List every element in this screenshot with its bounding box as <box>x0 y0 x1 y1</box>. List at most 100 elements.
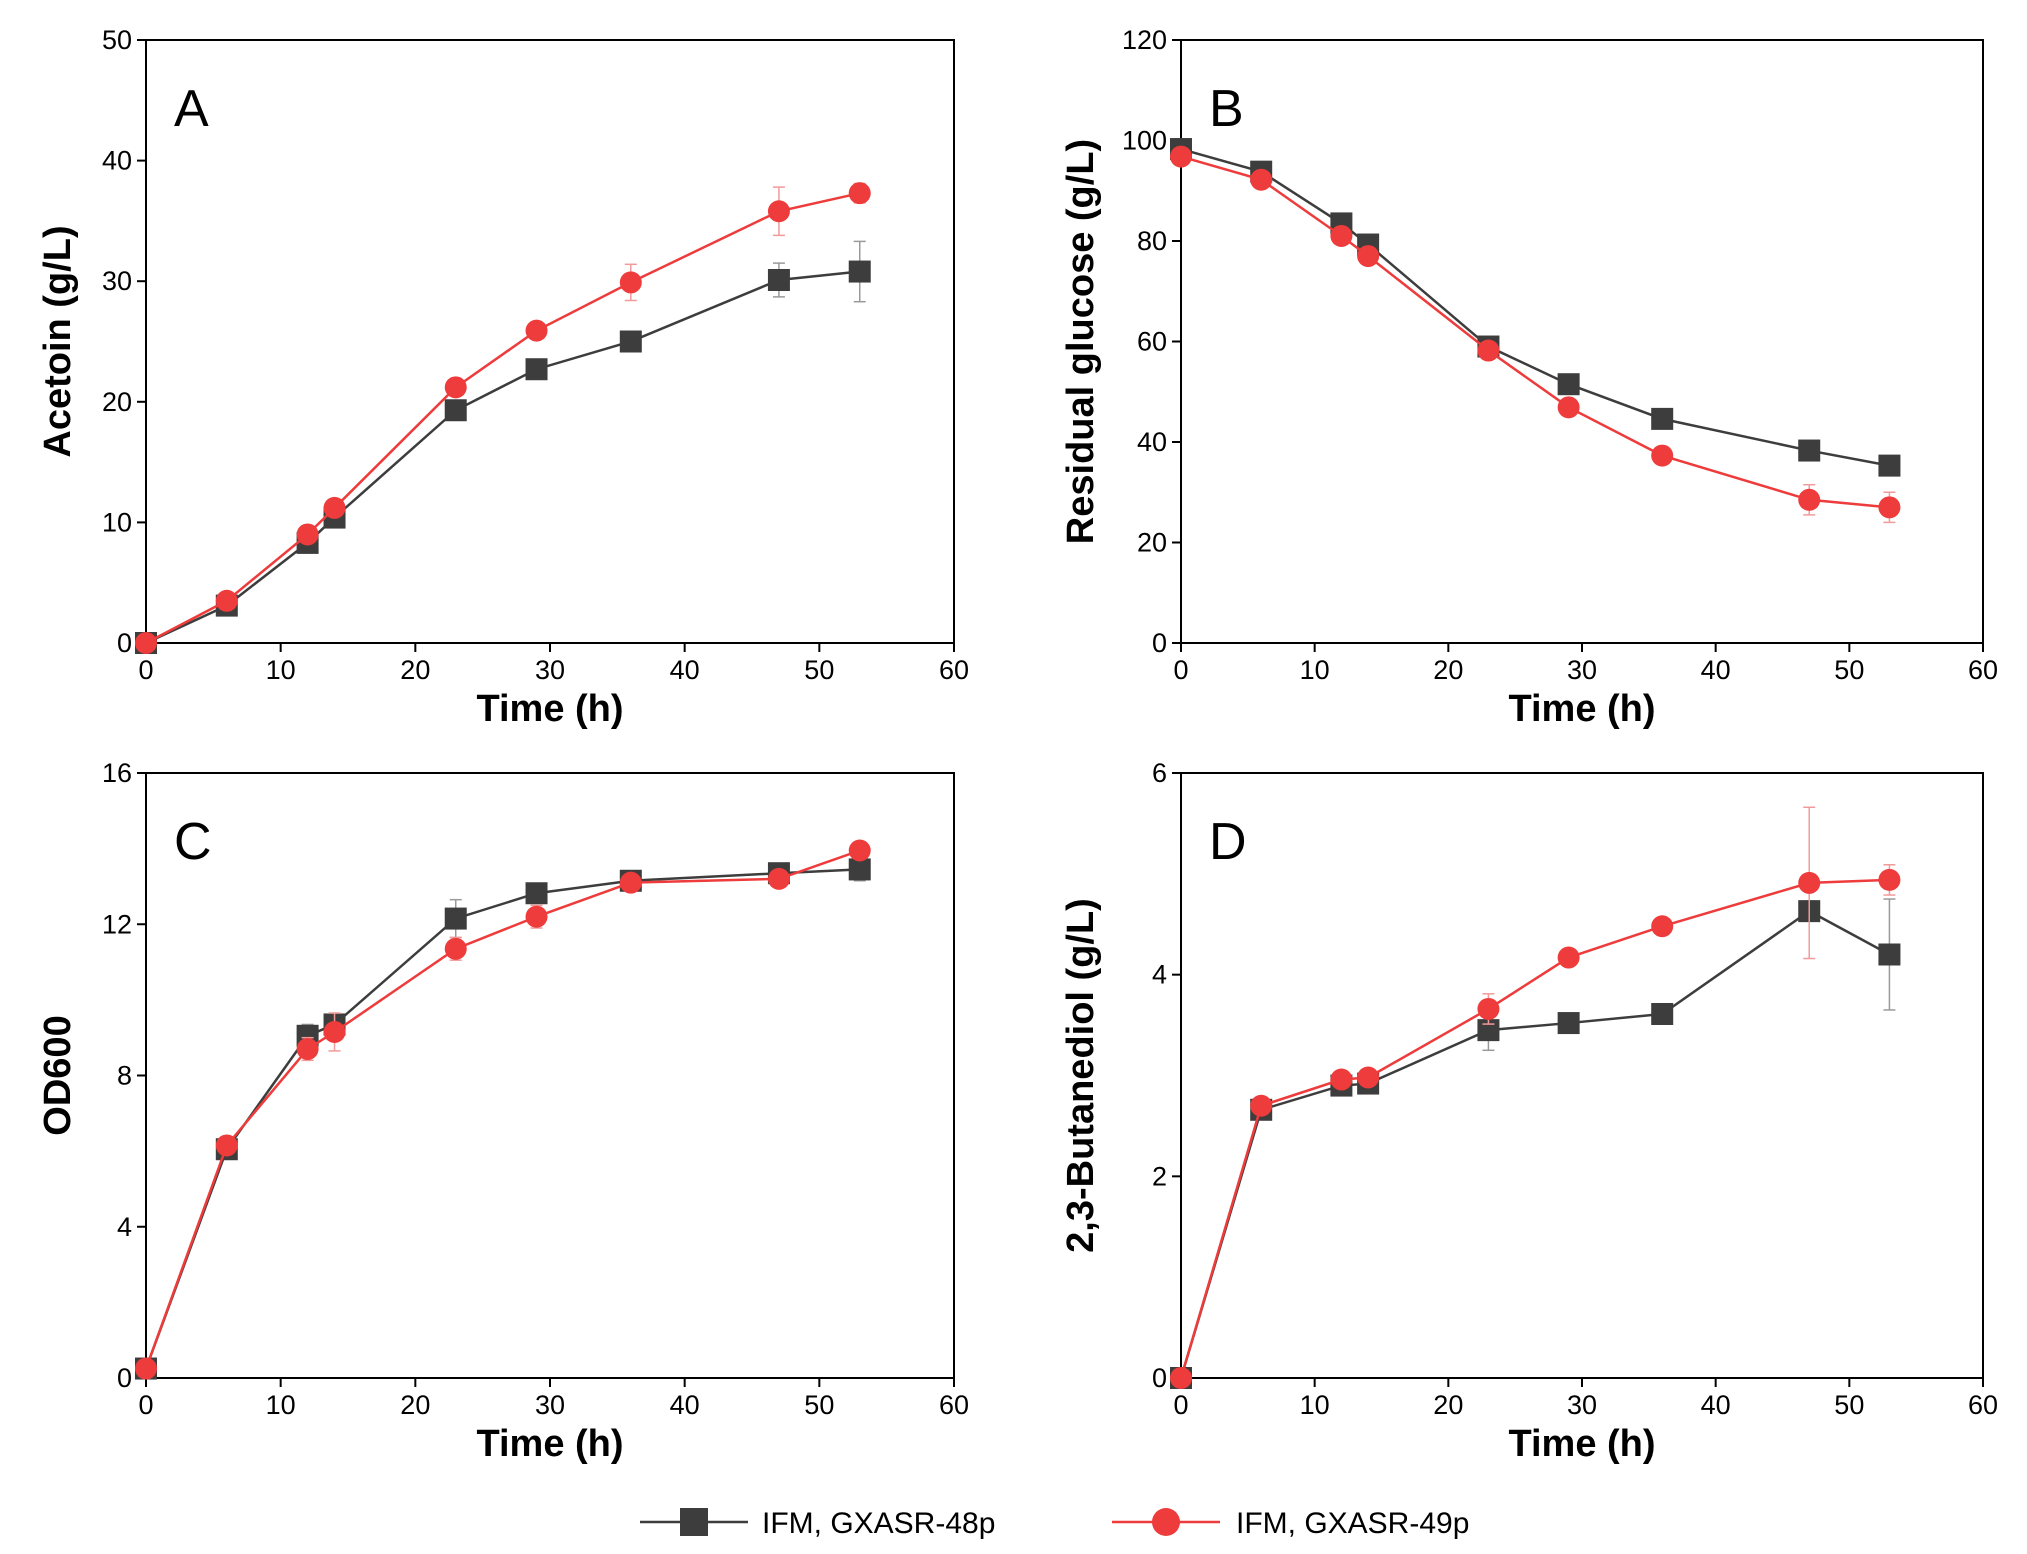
data-point-circle <box>1477 997 1500 1020</box>
legend-marker-circle <box>1152 1508 1180 1536</box>
x-tick-label: 10 <box>1300 655 1330 685</box>
data-point-square <box>444 399 467 422</box>
plot-frame <box>1180 772 1984 1379</box>
series-1 <box>135 857 871 1380</box>
y-tick-label: 50 <box>102 25 132 55</box>
data-point-square <box>848 858 871 881</box>
data-point-square <box>1878 943 1901 966</box>
panel-letter: A <box>174 80 209 138</box>
data-point-square <box>444 907 467 930</box>
y-tick-label: 20 <box>1137 528 1167 558</box>
x-axis-title: Time (h) <box>476 688 623 730</box>
y-tick-label: 80 <box>1137 226 1167 256</box>
x-tick-label: 40 <box>670 1390 700 1420</box>
data-point-square <box>525 358 548 381</box>
data-point-circle <box>1170 1367 1192 1389</box>
panel-letter: C <box>174 813 212 871</box>
data-point-circle <box>1651 915 1674 938</box>
data-point-circle <box>1557 946 1580 969</box>
y-tick-label: 0 <box>117 1363 132 1393</box>
series-line <box>144 868 860 1369</box>
x-tick-label: 20 <box>400 655 430 685</box>
x-tick-label: 0 <box>138 1390 153 1420</box>
x-tick-label: 30 <box>535 655 565 685</box>
data-point-circle <box>1651 444 1674 467</box>
x-tick-label: 60 <box>1968 655 1998 685</box>
data-point-square <box>525 882 548 905</box>
data-point-circle <box>525 319 548 342</box>
x-tick-label: 40 <box>670 655 700 685</box>
y-tick-label: 0 <box>1152 628 1167 658</box>
y-tick-label: 12 <box>102 909 132 939</box>
data-point-circle <box>619 871 642 894</box>
data-point-square <box>848 260 871 283</box>
plot-frame <box>145 39 955 644</box>
data-point-circle <box>767 200 790 223</box>
panel-letter: D <box>1209 813 1247 871</box>
series-line <box>145 270 860 645</box>
y-tick-label: 10 <box>102 507 132 537</box>
data-point-circle <box>848 839 871 862</box>
data-point-circle <box>1250 1094 1273 1117</box>
y-tick-label: 4 <box>1152 960 1167 990</box>
x-tick-label: 60 <box>939 655 969 685</box>
data-point-square <box>1651 407 1674 430</box>
y-tick-label: 60 <box>1137 327 1167 357</box>
series-2 <box>1170 145 1901 524</box>
series-1 <box>1170 138 1901 477</box>
x-axis-title: Time (h) <box>476 1423 623 1465</box>
x-tick-label: 40 <box>1701 1390 1731 1420</box>
data-point-square <box>1878 454 1901 477</box>
data-point-square <box>1798 439 1821 462</box>
x-tick-label: 50 <box>1834 1390 1864 1420</box>
y-tick-label: 20 <box>102 387 132 417</box>
data-point-circle <box>848 182 871 205</box>
data-point-circle <box>135 1357 157 1380</box>
legend-marker-square <box>680 1508 708 1536</box>
x-tick-label: 30 <box>1567 655 1597 685</box>
y-tick-label: 2 <box>1152 1161 1167 1191</box>
series-1 <box>135 240 871 654</box>
data-point-circle <box>444 937 467 960</box>
data-point-circle <box>323 496 346 519</box>
x-tick-label: 20 <box>1433 655 1463 685</box>
y-axis-title: Residual glucose (g/L) <box>1060 139 1102 544</box>
data-point-circle <box>1357 245 1380 268</box>
x-tick-label: 50 <box>1834 655 1864 685</box>
y-tick-label: 0 <box>117 628 132 658</box>
data-point-square <box>1651 1002 1674 1025</box>
x-tick-label: 20 <box>1433 1390 1463 1420</box>
data-point-circle <box>1170 145 1192 168</box>
data-point-circle <box>444 376 467 399</box>
panel-b: 0 10 20 30 40 50 60 0 20 40 60 80 100 120 Time (h) Resi… <box>1060 25 1998 730</box>
legend-label-series1: IFM, GXASR-48p <box>762 1507 995 1540</box>
x-tick-label: 40 <box>1701 655 1731 685</box>
y-tick-label: 40 <box>102 146 132 176</box>
x-tick-label: 0 <box>1173 1390 1188 1420</box>
data-point-circle <box>619 271 642 294</box>
data-point-circle <box>1250 168 1273 191</box>
x-tick-label: 10 <box>1300 1390 1330 1420</box>
y-tick-label: 0 <box>1152 1363 1167 1393</box>
y-axis-title: Acetoin (g/L) <box>37 225 79 457</box>
series-line <box>145 191 861 645</box>
x-tick-label: 30 <box>1567 1390 1597 1420</box>
data-point-circle <box>1878 496 1901 519</box>
panel-letter: B <box>1209 80 1244 138</box>
x-tick-label: 20 <box>400 1390 430 1420</box>
data-point-circle <box>1330 1068 1353 1091</box>
plot-frame <box>1180 39 1984 644</box>
plot-frame <box>145 772 955 1379</box>
data-point-square <box>619 330 642 353</box>
y-tick-label: 16 <box>102 758 132 788</box>
series-line <box>1179 909 1891 1379</box>
series-line <box>144 849 861 1369</box>
data-point-circle <box>1798 871 1821 894</box>
data-point-circle <box>215 1134 238 1157</box>
series-line <box>1179 878 1890 1379</box>
legend-label-series2: IFM, GXASR-49p <box>1236 1507 1469 1540</box>
data-point-circle <box>525 905 548 928</box>
data-point-circle <box>1477 339 1500 362</box>
x-tick-label: 50 <box>804 1390 834 1420</box>
